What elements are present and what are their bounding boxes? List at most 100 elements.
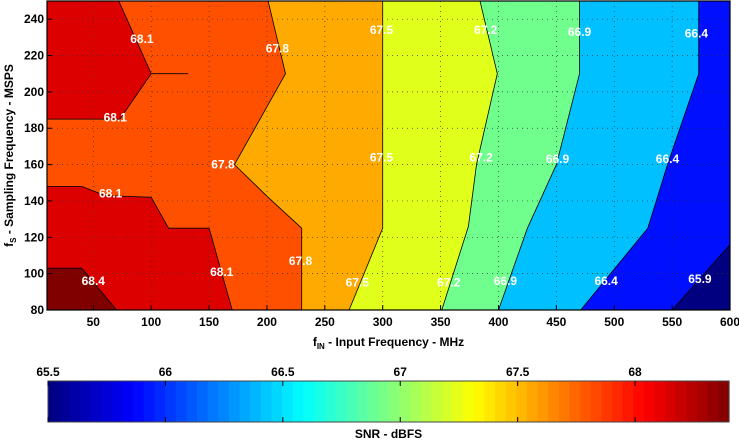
contour-label: 67.2 xyxy=(469,150,493,164)
y-tick-label: 80 xyxy=(31,303,45,317)
colorbar-swatch xyxy=(58,381,70,422)
x-tick-label: 300 xyxy=(373,315,393,329)
colorbar-swatch xyxy=(133,381,145,422)
colorbar-swatch xyxy=(441,381,453,422)
colorbar-swatch xyxy=(303,381,315,422)
colorbar-tick-label: 66.5 xyxy=(271,365,295,379)
colorbar-swatch xyxy=(409,381,422,422)
colorbar-swatch xyxy=(292,381,304,422)
contour-label: 68.1 xyxy=(104,110,128,124)
colorbar-swatch xyxy=(271,381,283,422)
contour-label: 65.9 xyxy=(688,272,712,286)
colorbar-tick-label: 67.5 xyxy=(506,365,530,379)
colorbar-swatch xyxy=(601,381,613,422)
contour-label: 67.2 xyxy=(437,276,461,290)
colorbar-swatch xyxy=(101,381,113,422)
contour-label: 67.2 xyxy=(474,23,498,37)
colorbar-swatch xyxy=(90,381,102,422)
colorbar-tick-label: 66 xyxy=(159,365,173,379)
contour-label: 66.9 xyxy=(494,274,518,288)
contour-label: 68.1 xyxy=(210,265,234,279)
colorbar-swatch xyxy=(611,381,624,422)
contour-label: 66.9 xyxy=(568,25,592,39)
colorbar-swatch xyxy=(526,381,539,422)
colorbar-swatch xyxy=(462,381,475,422)
colorbar-swatch xyxy=(548,381,560,422)
x-tick-label: 150 xyxy=(199,315,219,329)
colorbar-swatch xyxy=(452,381,464,422)
colorbar-swatch xyxy=(250,381,262,422)
colorbar-swatch xyxy=(48,381,60,422)
y-tick-label: 180 xyxy=(24,121,44,135)
colorbar-swatch xyxy=(239,381,251,422)
colorbar-label: SNR - dBFS xyxy=(355,427,422,440)
colorbar-tick-label: 67 xyxy=(394,365,408,379)
y-tick-label: 100 xyxy=(24,267,44,281)
x-tick-label: 550 xyxy=(662,315,682,329)
colorbar-swatch xyxy=(69,381,81,422)
colorbar-swatch xyxy=(643,381,656,422)
colorbar-tick-label: 65.5 xyxy=(36,365,60,379)
y-tick-label: 140 xyxy=(24,194,44,208)
contour-label: 67.8 xyxy=(266,41,290,55)
colorbar-swatch xyxy=(399,381,411,422)
x-tick-label: 500 xyxy=(604,315,624,329)
contour-line-66.9 xyxy=(441,1,498,310)
colorbar-swatch xyxy=(633,381,645,422)
colorbar-swatch xyxy=(335,381,347,422)
contour-line-65.6 xyxy=(671,244,730,310)
colorbar-swatch xyxy=(569,381,581,422)
y-tick-label: 200 xyxy=(24,85,44,99)
contour-label: 66.4 xyxy=(685,27,709,41)
contour-label: 67.5 xyxy=(346,276,370,290)
colorbar-swatch xyxy=(431,381,443,422)
colorbar-swatch xyxy=(675,381,688,422)
x-tick-label: 50 xyxy=(87,315,101,329)
x-axis-label: fIN - Input Frequency - MHz xyxy=(313,335,464,351)
colorbar-swatch xyxy=(686,381,698,422)
colorbar-swatch xyxy=(367,381,379,422)
colorbar-swatch xyxy=(718,381,730,422)
contour-band-65.9 xyxy=(580,1,730,310)
colorbar-swatch xyxy=(590,381,602,422)
colorbar-swatch xyxy=(665,381,677,422)
x-tick-label: 200 xyxy=(257,315,277,329)
colorbar-swatch xyxy=(580,381,592,422)
contour-island-68.4 xyxy=(47,267,118,310)
colorbar-swatch xyxy=(345,381,358,422)
colorbar-swatch xyxy=(494,381,507,422)
colorbar-swatch xyxy=(356,381,368,422)
colorbar-swatch xyxy=(196,381,209,422)
colorbar-swatch xyxy=(516,381,528,422)
colorbar-swatch xyxy=(314,381,326,422)
x-tick-label: 400 xyxy=(488,315,508,329)
colorbar-swatch xyxy=(654,381,666,422)
colorbar-swatch xyxy=(473,381,485,422)
contour-label: 67.5 xyxy=(370,150,394,164)
x-tick-label: 350 xyxy=(431,315,451,329)
colorbar-swatch xyxy=(218,381,230,422)
colorbar-swatch xyxy=(282,381,294,422)
y-tick-label: 120 xyxy=(24,230,44,244)
contour-label: 66.9 xyxy=(546,152,570,166)
colorbar-swatch xyxy=(175,381,187,422)
colorbar-swatch xyxy=(165,381,177,422)
colorbar-swatch xyxy=(622,381,634,422)
colorbar-swatch xyxy=(420,381,432,422)
colorbar-swatch xyxy=(537,381,549,422)
colorbar-swatch xyxy=(186,381,198,422)
plot-area: 68.1 68.1 68.1 68.4 68.1 67.8 67.8 67.8 67.5 67.5… xyxy=(47,1,730,310)
colorbar-tick-label: 68 xyxy=(628,365,642,379)
colorbar-swatch xyxy=(260,381,273,422)
colorbar-swatch xyxy=(122,381,134,422)
contour-label: 67.5 xyxy=(370,23,394,37)
colorbar-swatch xyxy=(388,381,400,422)
colorbar-swatch xyxy=(207,381,219,422)
colorbar-swatch xyxy=(143,381,156,422)
contour-label: 68.1 xyxy=(130,32,154,46)
colorbar-swatch xyxy=(558,381,570,422)
contour-label: 67.8 xyxy=(211,158,235,172)
colorbar-swatch xyxy=(697,381,709,422)
